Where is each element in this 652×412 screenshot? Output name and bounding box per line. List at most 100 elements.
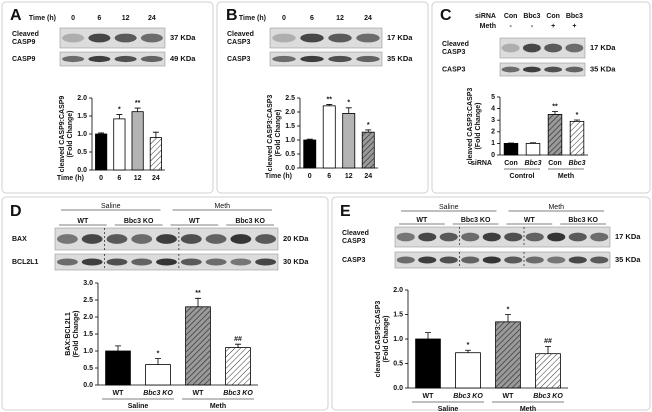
x-tick-label: WT	[193, 390, 205, 397]
blot	[499, 62, 586, 77]
blot-band	[568, 232, 587, 242]
blot-row-label: CASP3	[342, 238, 365, 245]
blot-band	[328, 55, 352, 63]
blot-band	[300, 55, 324, 63]
blot-lane-label: Con	[546, 13, 560, 20]
blot	[269, 27, 383, 49]
blot-band	[140, 33, 163, 43]
significance: *	[367, 122, 370, 129]
x-axis-label: siRNA	[471, 160, 492, 167]
y-tick-label: 4	[491, 105, 495, 112]
y-tick-label: 0.5	[393, 360, 403, 367]
x-tick-label: 12	[134, 175, 142, 182]
blot	[394, 226, 611, 248]
y-tick-label: 0.0	[83, 382, 93, 389]
y-tick-label: 1.0	[77, 131, 87, 138]
blot-row-label: Cleaved	[342, 230, 369, 237]
x-tick-label: WT	[423, 393, 435, 400]
blot-band	[180, 234, 202, 244]
blot-band	[255, 234, 277, 244]
blot-lane-label: 12	[122, 15, 130, 22]
blot-band	[56, 258, 78, 266]
y-axis-label: (Fold Change)	[475, 102, 482, 149]
y-tick-label: 1.0	[393, 336, 403, 343]
bar	[342, 113, 356, 169]
blot-band	[62, 55, 85, 63]
y-tick-label: 2.0	[393, 287, 403, 294]
bar	[503, 142, 519, 156]
blot-lane-label: 0	[71, 15, 75, 22]
panel-frame	[216, 1, 429, 194]
blot-band	[81, 258, 103, 266]
blot-band	[544, 43, 563, 53]
blot	[59, 51, 166, 67]
significance: ##	[544, 338, 552, 345]
blot	[394, 251, 611, 269]
blot-band	[156, 234, 177, 244]
bar	[322, 105, 336, 169]
x-tick-label: Bbc3 KO	[453, 393, 483, 400]
panel-frame	[431, 1, 651, 194]
y-tick-label: 2.5	[285, 95, 295, 102]
x-tick-label: Bbc3 KO	[143, 390, 173, 397]
y-tick-label: 1.0	[83, 348, 93, 355]
blot-kda: 37 KDa	[170, 33, 196, 42]
bar	[569, 120, 585, 156]
error-bar	[115, 345, 121, 351]
x-tick-label: WT	[503, 393, 515, 400]
blot-row-label: CASP3	[342, 257, 365, 264]
blot-band	[439, 232, 458, 242]
error-bar	[545, 345, 551, 354]
x-tick-label: Bbc3	[524, 160, 541, 167]
y-tick-label: 1	[491, 140, 495, 147]
blot-band	[88, 55, 111, 63]
blot-row-label: CASP3	[442, 49, 465, 56]
significance: **	[327, 96, 333, 103]
blot-band	[504, 256, 523, 264]
panel-letter: D	[10, 203, 22, 220]
x-tick-label: 24	[364, 173, 372, 180]
y-tick-label: 1.5	[83, 331, 93, 338]
blot-band	[156, 258, 177, 266]
blot-kda: 17 KDa	[590, 43, 616, 52]
x-group-label: Saline	[128, 403, 149, 410]
bar	[361, 131, 375, 169]
panel-letter: B	[226, 7, 238, 24]
y-tick-label: 3	[491, 117, 495, 124]
blot-lane-label: Bbc3 KO	[461, 217, 491, 224]
y-tick-label: 1.5	[285, 123, 295, 130]
x-tick-label: 24	[152, 175, 160, 182]
blot-lane-label: -	[509, 23, 512, 30]
y-tick-label: 0.5	[83, 365, 93, 372]
blot-band	[547, 256, 566, 264]
blot-band	[439, 256, 458, 264]
y-axis-label: cleaved CASP3:CASP3	[375, 301, 382, 378]
significance: *	[507, 306, 510, 313]
blot-header-title: Time (h)	[239, 15, 266, 22]
y-tick-label: 2.0	[83, 314, 93, 321]
x-tick-label: 12	[345, 173, 353, 180]
blot-row-label: CASP3	[227, 56, 250, 63]
x-axis-label: Time (h)	[57, 175, 84, 182]
blot-band	[205, 234, 227, 244]
y-tick-label: 2.5	[83, 297, 93, 304]
blot-band	[81, 234, 103, 244]
error-bar	[530, 142, 536, 144]
significance: **	[552, 103, 558, 110]
blot-kda: 49 KDa	[170, 54, 196, 63]
blot-row-label: Cleaved	[442, 41, 469, 48]
blot-lane-label: Bbc3	[566, 13, 583, 20]
blot-band	[568, 256, 587, 264]
y-tick-label: 0.5	[285, 151, 295, 158]
blot-band	[56, 234, 78, 244]
blot-band	[140, 55, 163, 63]
error-bar	[134, 107, 141, 112]
blot-band	[272, 55, 296, 63]
y-tick-label: 1.0	[285, 137, 295, 144]
blot-lane-label: WT	[524, 217, 536, 224]
blot-row-label: CASP3	[227, 39, 250, 46]
bar	[303, 139, 317, 169]
